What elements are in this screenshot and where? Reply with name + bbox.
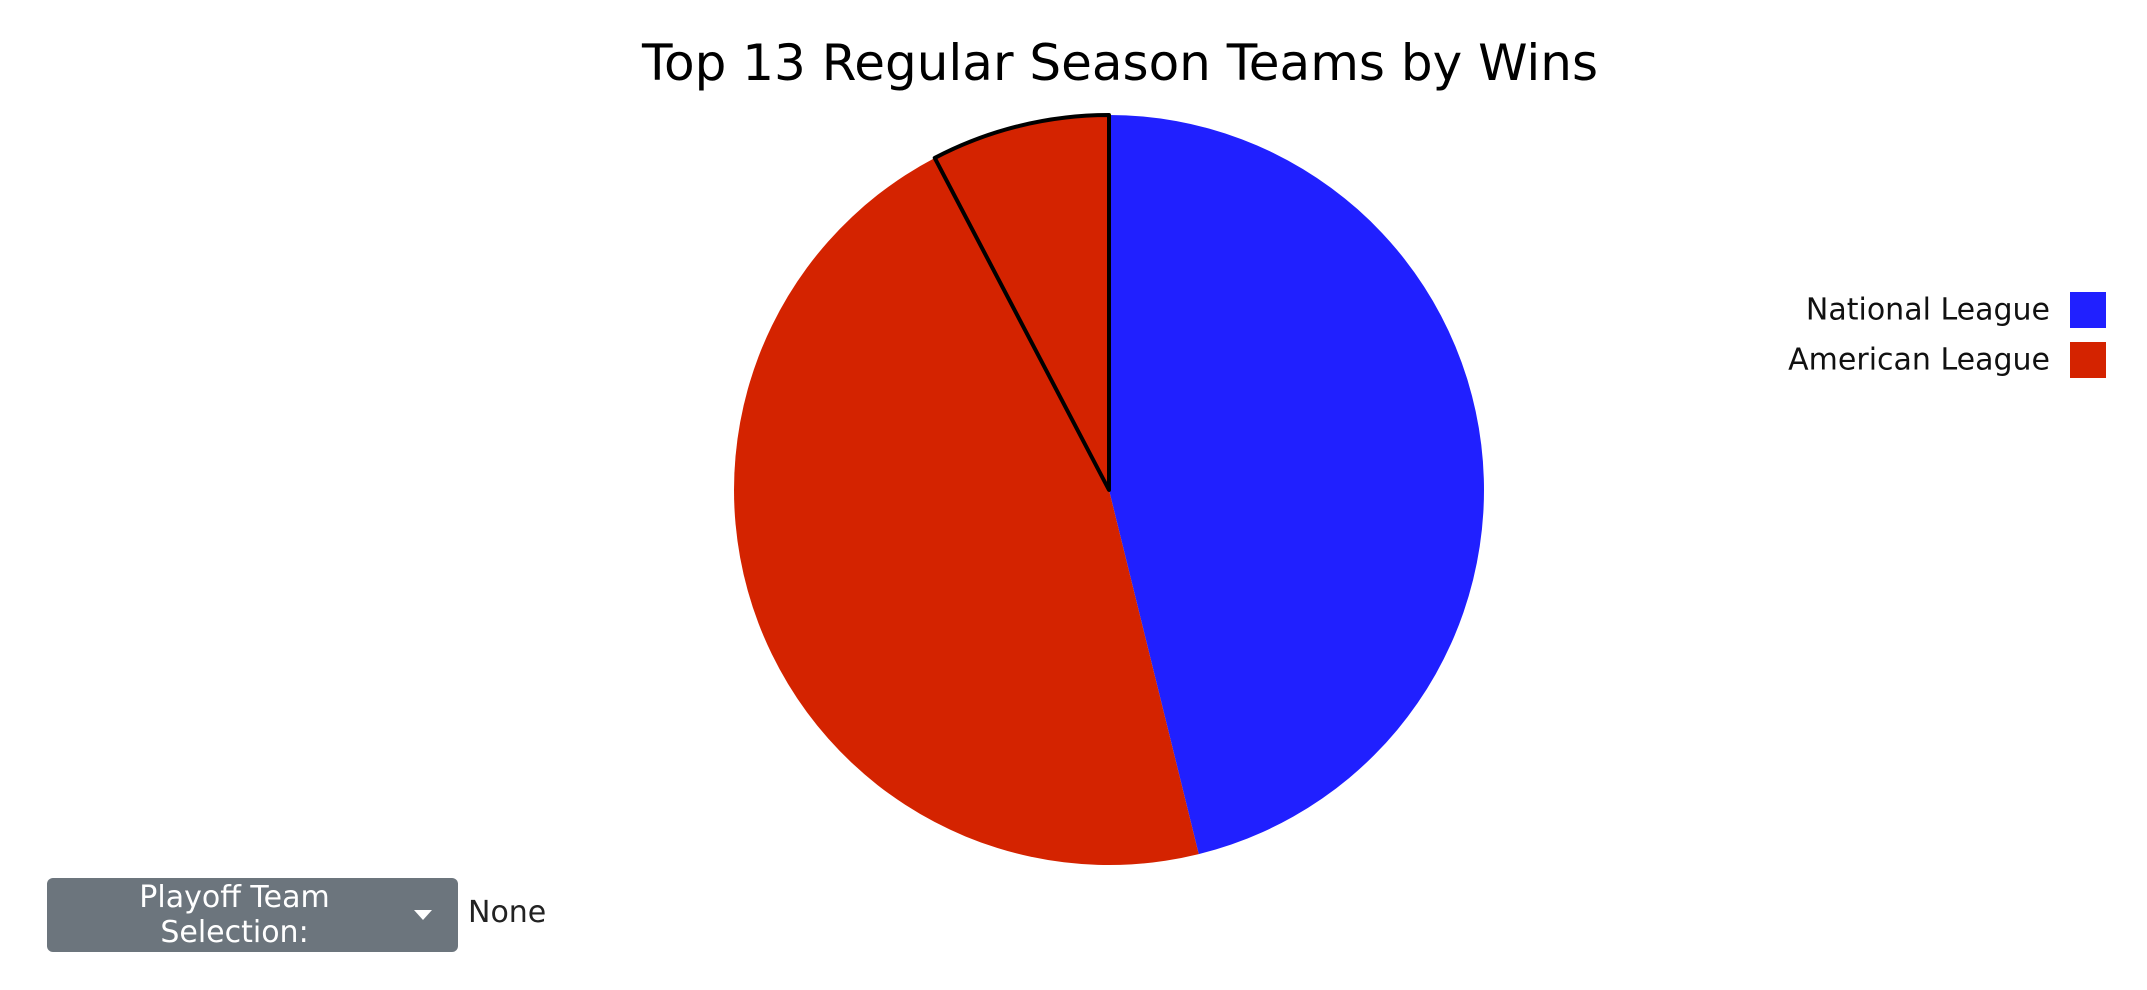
pie-slice-2[interactable]: [733, 157, 1199, 866]
caret-down-icon: [414, 910, 432, 920]
selected-value: None: [468, 894, 547, 930]
controls-bar: Playoff Team Selection: None: [47, 878, 546, 952]
legend-swatch-2[interactable]: [2070, 342, 2106, 378]
chart-title: Top 13 Regular Season Teams by Wins: [641, 34, 1598, 92]
legend: National League American League: [1788, 292, 2106, 378]
dropdown-label: Playoff Team Selection:: [139, 880, 330, 950]
legend-label-2[interactable]: American League: [1788, 343, 2050, 378]
pie-slice-1[interactable]: [1109, 115, 1485, 855]
pie-slice-3[interactable]: [932, 113, 1111, 492]
pie-slices: [733, 113, 1485, 866]
legend-swatch-1[interactable]: [2070, 292, 2106, 328]
legend-label-1[interactable]: National League: [1806, 293, 2050, 328]
playoff-team-selection-dropdown[interactable]: Playoff Team Selection:: [47, 878, 458, 952]
